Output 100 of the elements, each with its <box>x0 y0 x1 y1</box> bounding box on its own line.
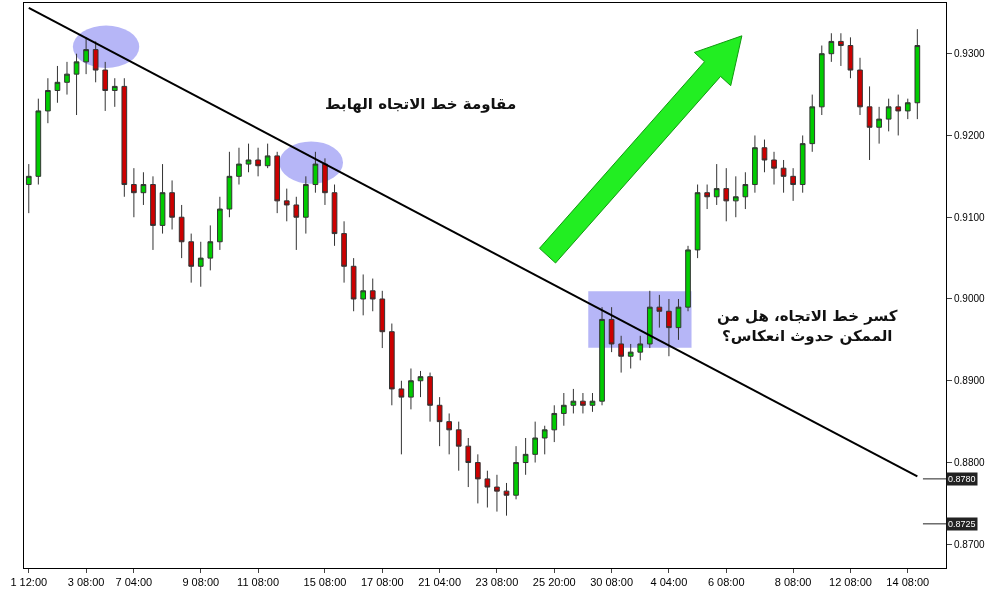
candlestick <box>685 245 691 312</box>
y-tick-label: 0.8700 <box>954 538 986 550</box>
candlestick <box>742 171 749 210</box>
candlestick <box>847 36 854 79</box>
candlestick <box>111 77 118 108</box>
candlestick <box>264 143 271 169</box>
candlestick <box>408 367 414 410</box>
candlestick <box>159 163 166 235</box>
candlestick <box>92 40 99 83</box>
candlestick <box>140 171 147 206</box>
candlestick <box>178 204 185 259</box>
annotation: مقاومة خط الاتجاه الهابط <box>325 95 517 113</box>
candlestick <box>102 61 109 112</box>
candlestick <box>360 273 367 316</box>
candlestick <box>207 224 214 271</box>
x-tick-label: 17 08:00 <box>360 576 404 589</box>
candlestick <box>293 196 300 251</box>
candlestick <box>646 290 653 349</box>
candlestick <box>704 184 710 210</box>
candlestick <box>818 45 825 116</box>
candlestick <box>541 425 548 455</box>
x-tick-label: 30 08:00 <box>590 576 634 589</box>
candlestick <box>226 151 233 218</box>
candlestick <box>64 61 70 96</box>
x-tick-label: 3 08:00 <box>67 576 105 589</box>
x-tick-label: 6 08:00 <box>707 576 745 589</box>
candlestick <box>474 453 481 504</box>
candlestick <box>876 106 882 145</box>
candlestick <box>732 175 739 218</box>
candlestick <box>857 57 863 116</box>
candlestick <box>341 220 347 284</box>
x-tick-label: 23 08:00 <box>475 576 519 589</box>
candlestick <box>656 294 663 329</box>
ref-line-label: 0.8725 <box>948 519 976 529</box>
candlestick <box>694 184 701 259</box>
candlestick <box>427 372 433 423</box>
candlestick <box>790 167 796 202</box>
x-tick-label: 15 08:00 <box>303 576 347 589</box>
y-tick-label: 0.8800 <box>954 457 986 469</box>
candlestick <box>532 421 538 464</box>
candlestick <box>303 175 309 235</box>
candlestick <box>752 134 758 194</box>
candlestick <box>799 134 806 194</box>
candlestick <box>245 143 252 173</box>
candlestick <box>494 474 500 513</box>
ref-line-label: 0.8780 <box>948 474 976 484</box>
candlestick <box>589 392 596 413</box>
x-tick-label: 7 04:00 <box>115 576 153 589</box>
candlestick <box>866 85 873 161</box>
candlestick <box>446 412 453 455</box>
candlestick <box>283 188 290 222</box>
candlestick <box>188 233 195 284</box>
candlestick <box>255 147 261 177</box>
candlestick <box>904 98 911 120</box>
candlestick <box>608 306 615 353</box>
candlestick <box>465 437 472 488</box>
candlestick <box>217 196 223 251</box>
candlestick <box>45 77 51 124</box>
x-tick-label: 25 20:00 <box>532 576 576 589</box>
candlestick <box>885 98 892 132</box>
candlestick <box>484 470 491 508</box>
candlestick <box>331 184 338 247</box>
candlestick <box>436 396 443 447</box>
candlestick <box>236 147 242 186</box>
candlestick <box>551 404 558 443</box>
candlestick <box>169 179 175 230</box>
candlestick <box>522 437 529 476</box>
candlestick <box>197 241 204 288</box>
y-tick-label: 0.9000 <box>954 293 986 305</box>
y-tick-label: 0.8900 <box>954 375 986 387</box>
candlestick <box>389 323 395 406</box>
x-tick-label: 14 08:00 <box>886 576 930 589</box>
y-tick-label: 0.9100 <box>954 211 986 223</box>
candlestick <box>513 445 519 500</box>
annotation: كسر خط الاتجاه، هل من الممكن حدوث انعكاس؟ <box>717 307 898 345</box>
candlestick <box>322 157 328 206</box>
candlestick <box>455 421 462 472</box>
candlestick <box>780 159 787 194</box>
candlestick <box>895 94 902 136</box>
candlestick <box>809 94 816 153</box>
candlestick <box>618 335 624 374</box>
candlestick <box>599 306 605 406</box>
candlestick <box>637 335 644 361</box>
candlestick <box>73 53 80 116</box>
x-tick-label: 4 04:00 <box>650 576 688 589</box>
candlestick <box>503 482 510 517</box>
candlestick <box>54 65 61 104</box>
x-tick-label: 21 04:00 <box>418 576 462 589</box>
candlestick <box>131 167 137 218</box>
candlestick <box>35 98 42 186</box>
x-tick-label: 8 08:00 <box>774 576 812 589</box>
candlestick <box>150 175 156 251</box>
candlestick <box>828 32 835 63</box>
candlestick <box>83 36 89 75</box>
candlestick <box>312 151 319 194</box>
x-tick-label: 11 08:00 <box>237 576 280 589</box>
candlestick <box>350 257 357 312</box>
y-tick-label: 0.9200 <box>954 129 986 141</box>
candlestick <box>723 167 730 222</box>
candlestick <box>121 77 128 198</box>
